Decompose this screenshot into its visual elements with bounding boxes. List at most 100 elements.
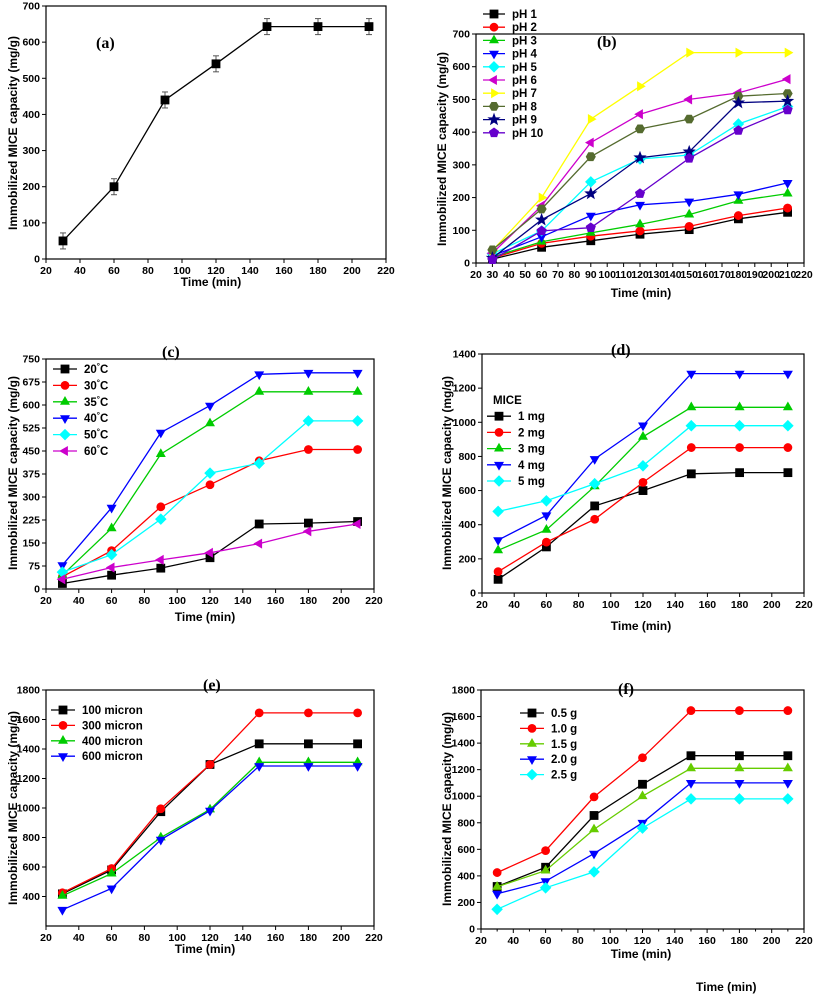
x-tick-label: 100 xyxy=(601,935,619,947)
data-point xyxy=(584,186,598,200)
chart-panel-d: 20 40 60 80 100 120 140 160 180 200 220 0 200 400 600 8… xyxy=(440,342,813,633)
data-point xyxy=(735,443,744,452)
legend-marker xyxy=(527,724,537,733)
data-point xyxy=(205,417,215,427)
y-tick-label: 300 xyxy=(22,492,40,504)
data-point xyxy=(205,480,215,490)
data-point xyxy=(353,445,363,454)
y-tick-label: 1600 xyxy=(452,711,476,723)
x-tick-label: 120 xyxy=(634,599,652,611)
data-point xyxy=(493,567,503,577)
x-tick-label: 180 xyxy=(731,599,749,611)
series-600-micron xyxy=(57,763,363,916)
data-point xyxy=(353,739,363,749)
legend-entry: pH 2 xyxy=(512,22,537,34)
data-point xyxy=(733,793,746,805)
data-point xyxy=(734,370,745,380)
x-tick-label: 140 xyxy=(666,935,684,947)
legend-marker xyxy=(494,461,504,471)
y-axis-label: Immobilized MICE capacity (mg/g) xyxy=(6,376,20,570)
x-tick-label: 200 xyxy=(763,599,781,611)
chart-panel-f: 20 40 60 80 100 120 140 160 180 200 220 0 200 400 600 8… xyxy=(440,681,813,961)
y-tick-label: 1800 xyxy=(452,685,476,697)
legend-entry: pH 1 xyxy=(512,9,538,21)
y-tick-label: 400 xyxy=(458,519,476,531)
y-tick-label: 75 xyxy=(28,561,40,573)
x-tick-label: 40 xyxy=(73,932,85,944)
data-point xyxy=(684,221,694,231)
x-tick-label: 100 xyxy=(602,599,620,611)
data-point xyxy=(637,460,649,472)
x-tick-label: 100 xyxy=(173,265,191,277)
legend-entry: pH 5 xyxy=(512,62,538,74)
data-point xyxy=(783,203,792,213)
data-point xyxy=(783,443,793,452)
y-tick-label: 1000 xyxy=(452,791,476,803)
data-point xyxy=(313,22,323,32)
data-point xyxy=(685,419,698,432)
x-tick-label: 200 xyxy=(332,595,350,607)
y-tick-label: 1000 xyxy=(453,417,477,429)
data-point xyxy=(254,763,265,772)
data-point xyxy=(783,706,793,715)
data-point xyxy=(686,469,696,479)
data-point xyxy=(585,152,596,162)
legend-marker xyxy=(489,34,499,44)
data-point xyxy=(634,124,646,134)
y-tick-label: 100 xyxy=(22,217,40,229)
legend: pH 1pH 2pH 3 pH 4pH 5pH 6pH 7pH 8 pH 9pH 1… xyxy=(483,9,543,140)
data-point xyxy=(211,59,221,69)
y-axis-label: Immobilized MICE capacity (mg/g) xyxy=(440,712,454,906)
series-line xyxy=(497,372,788,541)
legend-entry: pH 6 xyxy=(512,75,537,87)
data-point xyxy=(782,187,793,197)
y-tick-label: 500 xyxy=(22,73,40,85)
x-tick-label: 60 xyxy=(106,595,118,607)
data-point xyxy=(156,502,166,512)
data-point xyxy=(155,513,167,525)
legend-marker xyxy=(489,50,499,60)
legend-entry: 30°C xyxy=(84,378,108,392)
data-point xyxy=(633,150,647,164)
chart-panel-b: 20 30 40 50 60 70 80 90 100 110 120130140150160170… xyxy=(435,9,813,300)
x-tick-label: 160 xyxy=(697,269,715,281)
x-tick-label: 160 xyxy=(699,599,717,611)
y-tick-label: 300 xyxy=(452,159,470,171)
y-tick-label: 200 xyxy=(457,897,475,909)
legend-marker xyxy=(60,395,70,405)
legend-entry: pH 4 xyxy=(512,49,538,61)
data-point xyxy=(254,371,265,381)
legend-entry: 2.0 g xyxy=(551,754,577,766)
data-point xyxy=(538,192,548,203)
series-1.0-g xyxy=(492,706,793,877)
x-tick-label: 220 xyxy=(795,599,813,611)
legend-marker xyxy=(488,75,497,85)
data-point xyxy=(634,188,646,198)
data-point xyxy=(253,538,263,549)
x-tick-label: 20 xyxy=(40,932,52,944)
data-point xyxy=(638,422,648,432)
legend-marker xyxy=(58,753,68,763)
series-ph-10 xyxy=(487,104,793,265)
x-tick-label: 80 xyxy=(139,932,151,944)
x-tick-label: 120 xyxy=(207,265,225,277)
y-tick-label: 500 xyxy=(452,94,470,106)
x-tick-label: 40 xyxy=(503,269,515,281)
x-tick-label: 130 xyxy=(648,269,666,281)
legend-marker xyxy=(59,428,71,441)
data-point xyxy=(638,753,647,763)
series-60 xyxy=(56,519,361,585)
legend-entry: 35°C xyxy=(84,395,108,409)
data-point xyxy=(364,22,374,32)
data-point xyxy=(492,505,504,518)
data-point xyxy=(205,402,215,412)
data-point xyxy=(684,208,695,218)
data-point xyxy=(253,457,265,470)
legend-marker xyxy=(488,102,500,111)
data-point xyxy=(302,526,312,537)
data-point xyxy=(492,881,503,890)
data-point xyxy=(541,846,550,856)
data-point xyxy=(262,22,272,32)
y-tick-label: 200 xyxy=(22,181,40,193)
